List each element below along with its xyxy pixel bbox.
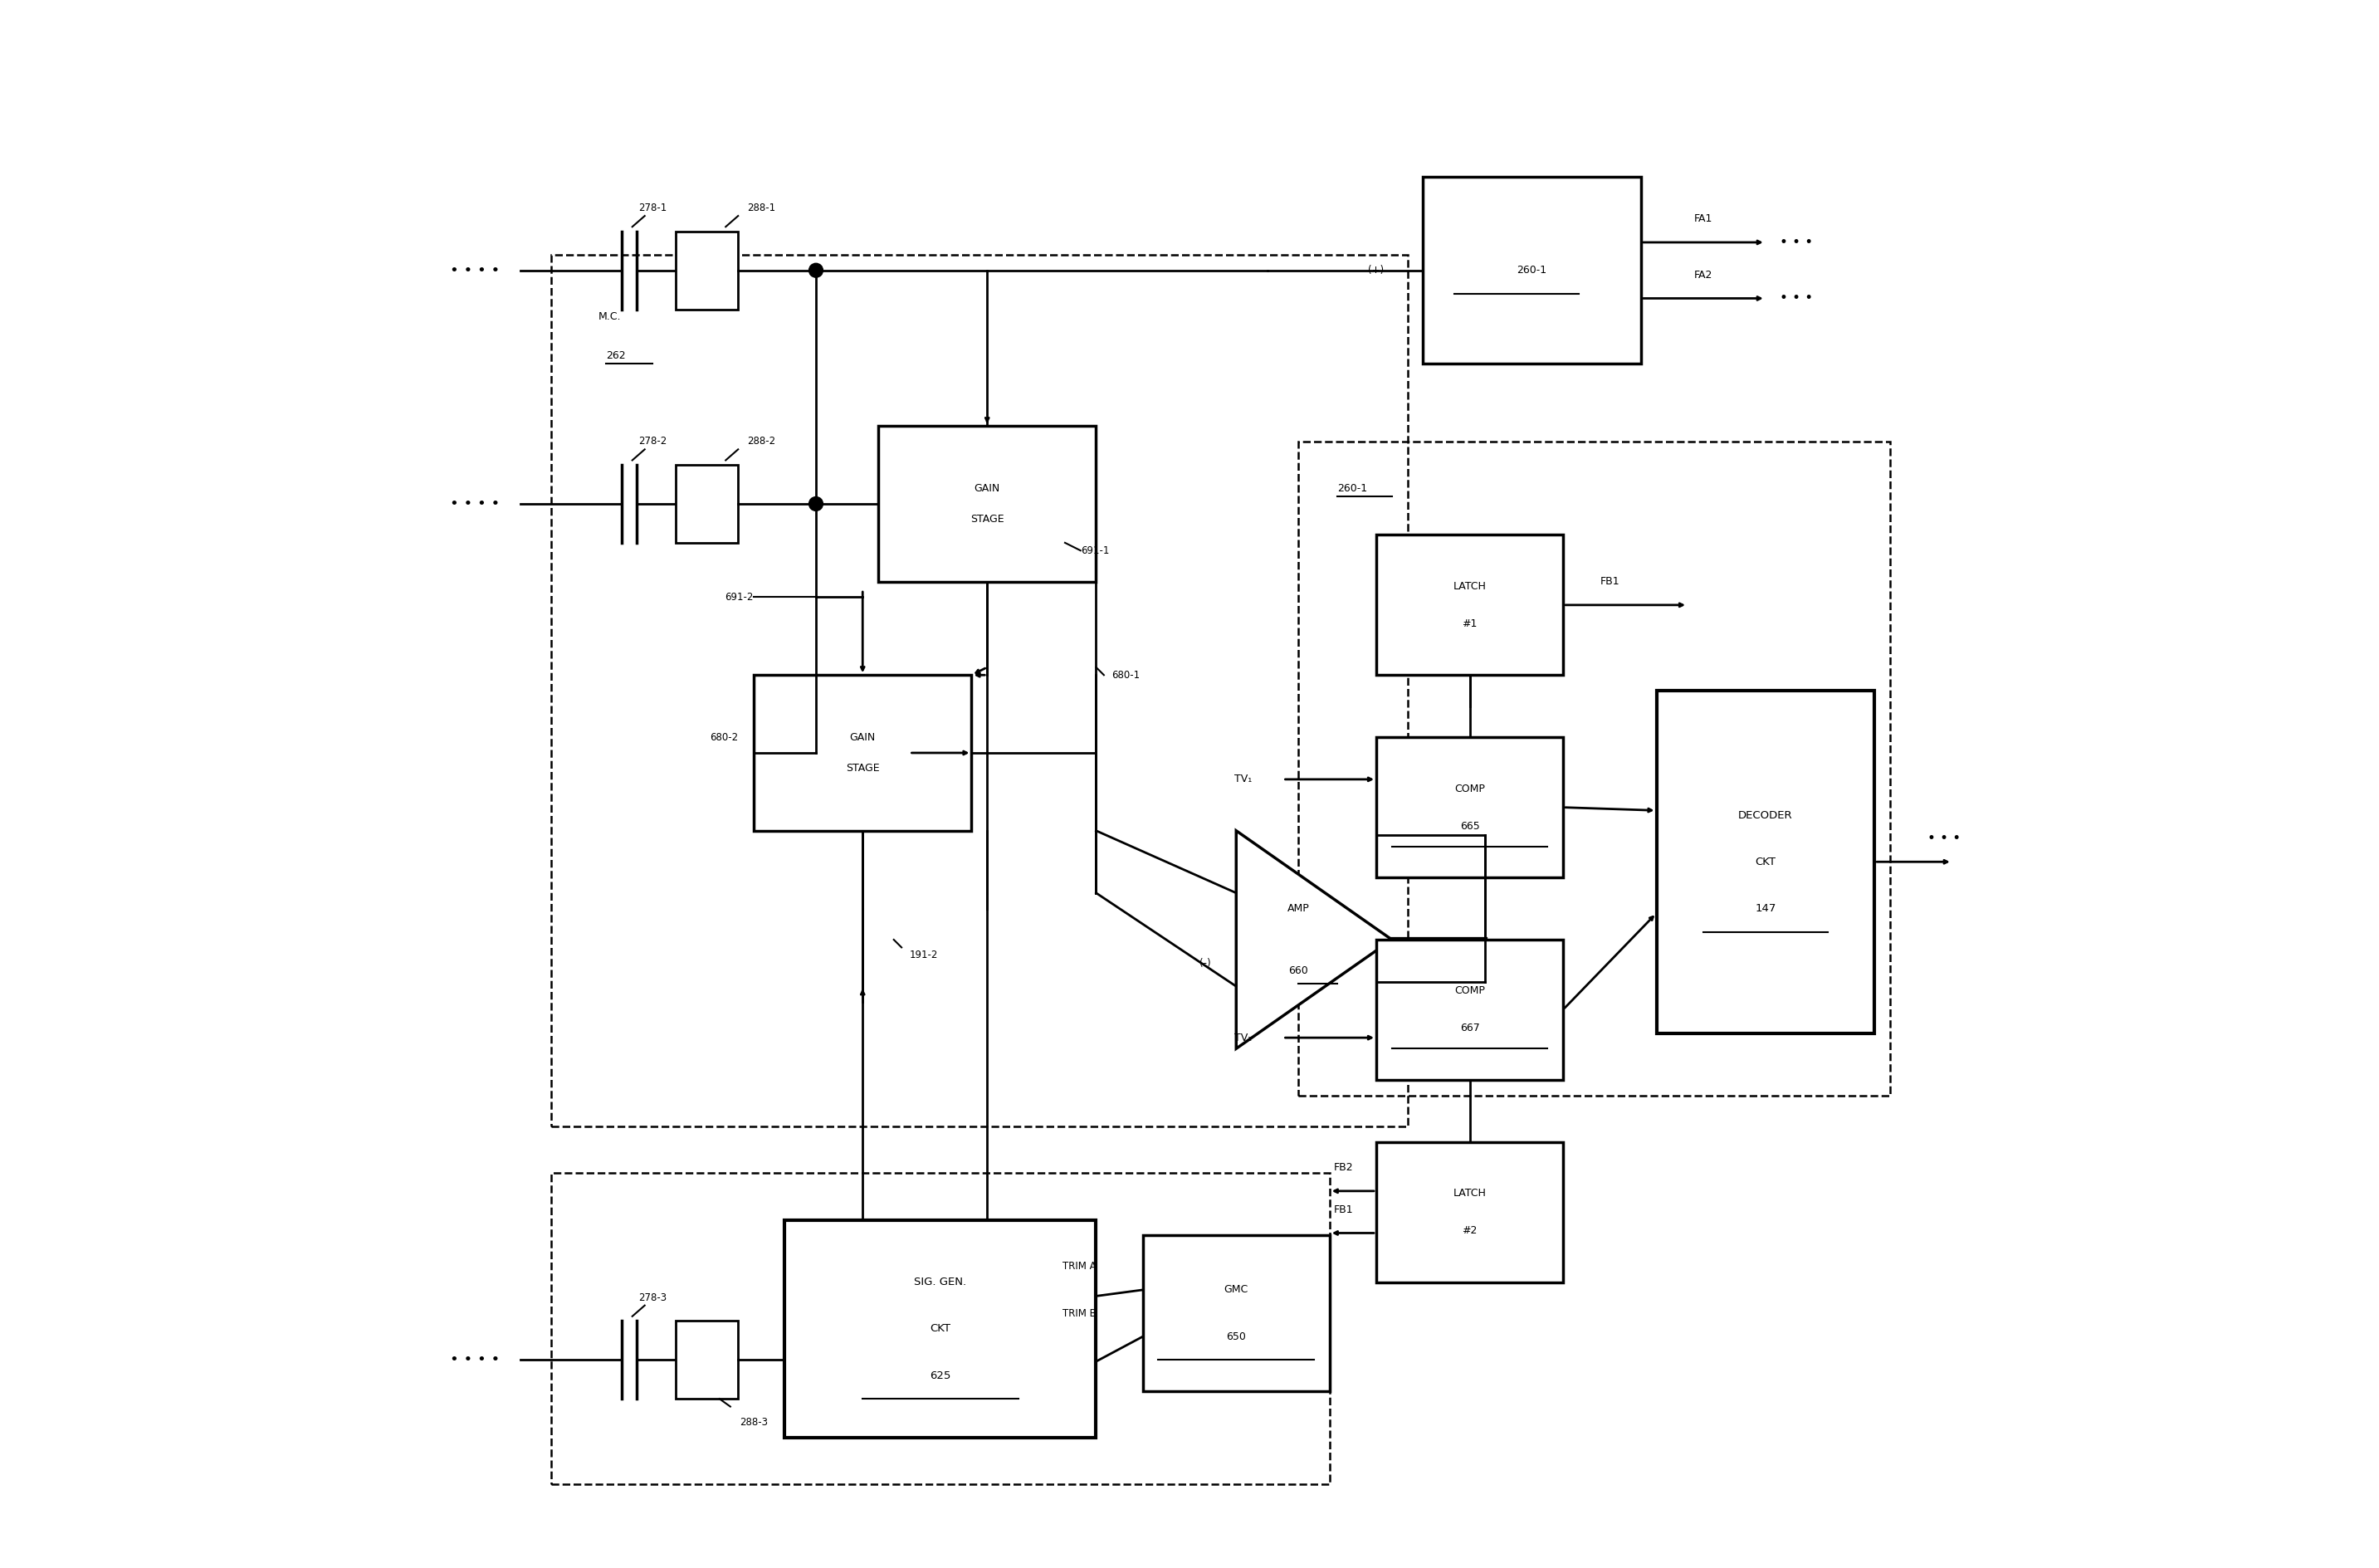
FancyBboxPatch shape — [1377, 1142, 1563, 1283]
Text: #1: #1 — [1463, 618, 1477, 629]
Text: AMP: AMP — [1287, 903, 1308, 914]
Text: FA2: FA2 — [1694, 270, 1713, 281]
Text: DECODER: DECODER — [1739, 809, 1794, 820]
Text: • • •: • • • — [1779, 292, 1813, 306]
Text: 147: 147 — [1756, 903, 1777, 914]
Text: 260-1: 260-1 — [1518, 265, 1546, 276]
Text: FA1: FA1 — [1694, 213, 1713, 224]
FancyBboxPatch shape — [1377, 737, 1563, 878]
Text: 691-1: 691-1 — [1080, 546, 1109, 557]
Text: GMC: GMC — [1225, 1284, 1249, 1295]
Text: • • •: • • • — [1779, 235, 1813, 249]
Text: (-): (-) — [1199, 958, 1211, 969]
Text: (+): (+) — [1368, 265, 1385, 276]
FancyBboxPatch shape — [878, 426, 1097, 582]
Text: GAIN: GAIN — [973, 483, 999, 494]
Text: • • • •: • • • • — [450, 263, 500, 278]
Text: FB2: FB2 — [1332, 1162, 1354, 1173]
Text: 260-1: 260-1 — [1337, 483, 1368, 494]
FancyBboxPatch shape — [1423, 177, 1642, 364]
Text: COMP: COMP — [1454, 986, 1484, 996]
Text: • • • •: • • • • — [450, 1353, 500, 1367]
Text: 667: 667 — [1461, 1022, 1480, 1033]
Text: 650: 650 — [1225, 1331, 1247, 1342]
Text: 278-3: 278-3 — [638, 1292, 666, 1303]
Text: 665: 665 — [1461, 820, 1480, 831]
FancyBboxPatch shape — [785, 1220, 1097, 1438]
Text: 288-2: 288-2 — [747, 436, 776, 447]
Text: 660: 660 — [1289, 966, 1308, 977]
FancyBboxPatch shape — [676, 466, 737, 543]
FancyBboxPatch shape — [676, 1320, 737, 1399]
Text: LATCH: LATCH — [1454, 1189, 1487, 1200]
Text: SIG. GEN.: SIG. GEN. — [914, 1276, 966, 1287]
Circle shape — [809, 497, 823, 511]
FancyBboxPatch shape — [1142, 1236, 1330, 1391]
Text: M.C.: M.C. — [597, 312, 621, 323]
Text: • • • •: • • • • — [450, 497, 500, 511]
Text: • • •: • • • — [1927, 831, 1960, 847]
Text: TRIM B: TRIM B — [1063, 1308, 1097, 1319]
Text: 262: 262 — [607, 351, 626, 361]
Text: COMP: COMP — [1454, 784, 1484, 793]
Text: CKT: CKT — [930, 1323, 952, 1334]
Text: 691-2: 691-2 — [726, 591, 754, 602]
Text: CKT: CKT — [1756, 856, 1775, 867]
Text: 680-1: 680-1 — [1111, 670, 1140, 681]
Text: TV₂: TV₂ — [1235, 1032, 1251, 1043]
Text: GAIN: GAIN — [849, 732, 875, 743]
Text: TV₁: TV₁ — [1235, 775, 1251, 784]
Polygon shape — [1237, 831, 1392, 1049]
Text: STAGE: STAGE — [971, 514, 1004, 525]
Text: 191-2: 191-2 — [909, 950, 937, 961]
Circle shape — [809, 263, 823, 278]
FancyBboxPatch shape — [1377, 535, 1563, 676]
Text: STAGE: STAGE — [847, 764, 880, 775]
FancyBboxPatch shape — [676, 232, 737, 309]
Text: #2: #2 — [1463, 1225, 1477, 1236]
Text: FB1: FB1 — [1601, 577, 1620, 586]
Text: 278-1: 278-1 — [638, 202, 666, 213]
Text: TRIM A: TRIM A — [1063, 1261, 1097, 1272]
Text: 288-1: 288-1 — [747, 202, 776, 213]
Text: 680-2: 680-2 — [709, 732, 737, 743]
Text: 288-3: 288-3 — [740, 1417, 768, 1427]
Text: 625: 625 — [930, 1370, 952, 1381]
FancyBboxPatch shape — [1656, 690, 1875, 1033]
FancyBboxPatch shape — [754, 676, 971, 831]
FancyBboxPatch shape — [1377, 939, 1563, 1080]
Text: 278-2: 278-2 — [638, 436, 666, 447]
Text: FB1: FB1 — [1332, 1204, 1354, 1215]
Text: LATCH: LATCH — [1454, 580, 1487, 591]
